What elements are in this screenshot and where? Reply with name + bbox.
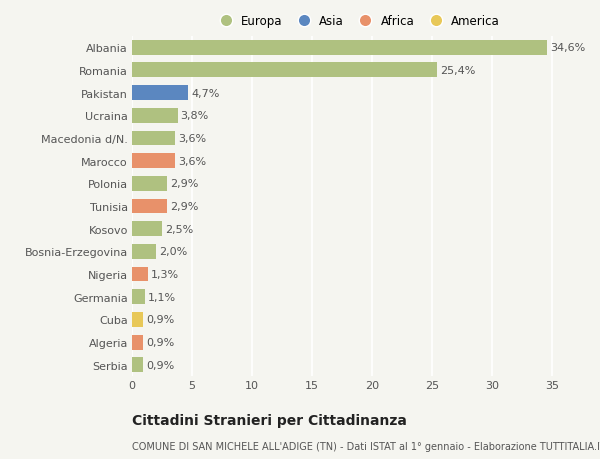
Text: 25,4%: 25,4% [440,66,475,76]
Text: 4,7%: 4,7% [191,88,220,98]
Text: 1,3%: 1,3% [151,269,179,280]
Bar [132,267,148,282]
Bar [132,358,143,372]
Bar [132,245,156,259]
Text: 2,5%: 2,5% [165,224,193,234]
Bar [132,222,162,236]
Text: 2,9%: 2,9% [170,202,198,212]
Text: COMUNE DI SAN MICHELE ALL'ADIGE (TN) - Dati ISTAT al 1° gennaio - Elaborazione T: COMUNE DI SAN MICHELE ALL'ADIGE (TN) - D… [132,441,600,451]
Text: 1,1%: 1,1% [148,292,176,302]
Text: 34,6%: 34,6% [550,43,586,53]
Text: 2,9%: 2,9% [170,179,198,189]
Text: 0,9%: 0,9% [146,337,174,347]
Bar [132,313,143,327]
Bar [132,86,188,101]
Bar [132,335,143,350]
Text: 0,9%: 0,9% [146,315,174,325]
Text: Cittadini Stranieri per Cittadinanza: Cittadini Stranieri per Cittadinanza [132,413,407,427]
Text: 0,9%: 0,9% [146,360,174,370]
Bar [132,109,178,123]
Bar [132,154,175,168]
Bar [132,199,167,214]
Bar [132,290,145,304]
Text: 3,6%: 3,6% [178,134,206,144]
Legend: Europa, Asia, Africa, America: Europa, Asia, Africa, America [214,16,500,28]
Bar [132,63,437,78]
Bar [132,177,167,191]
Bar [132,131,175,146]
Text: 3,6%: 3,6% [178,156,206,166]
Bar [132,41,547,56]
Text: 2,0%: 2,0% [159,247,187,257]
Text: 3,8%: 3,8% [181,111,209,121]
